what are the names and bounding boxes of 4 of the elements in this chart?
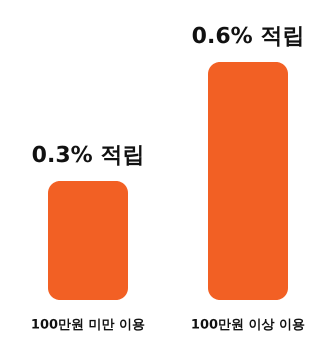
x-tick-label: 100만원 미만 이용 [30,318,146,332]
x-tick-label: 100만원 이상 이용 [190,318,306,332]
data-label: 0.3% 적립 [32,143,144,168]
data-label: 0.6% 적립 [192,24,304,49]
